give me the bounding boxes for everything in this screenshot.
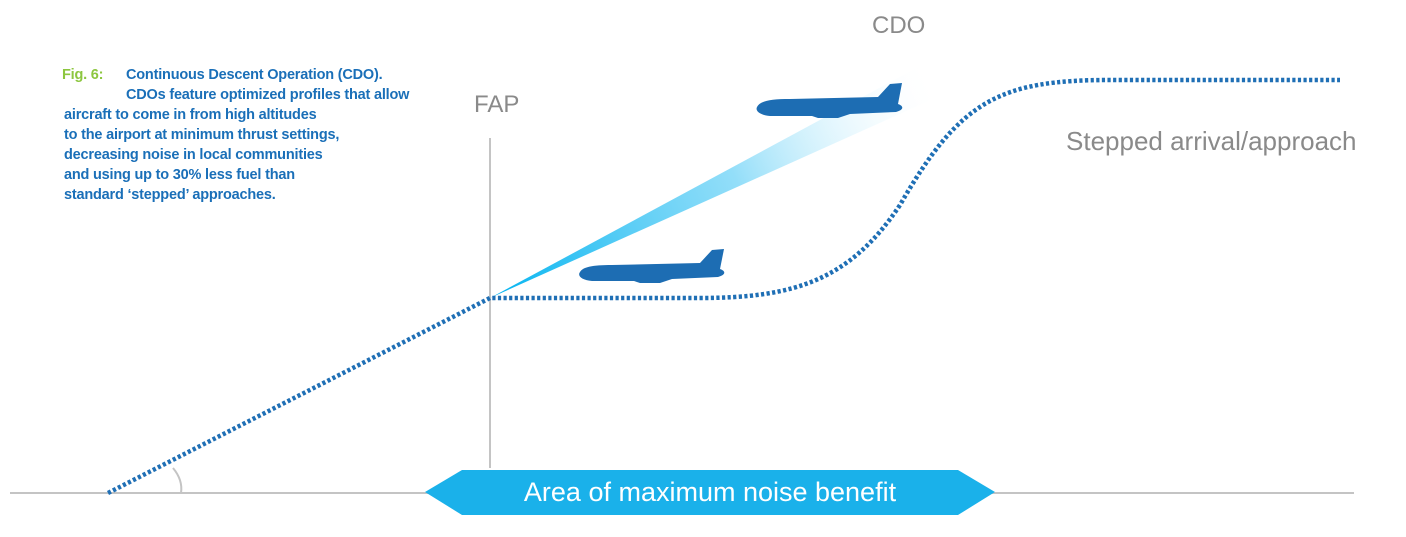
noise-benefit-label: Area of maximum noise benefit: [523, 476, 897, 507]
fap-label: FAP: [474, 91, 520, 118]
figure-caption: Fig. 6:: [62, 65, 442, 85]
caption-line: standard ‘stepped’ approaches.: [64, 187, 276, 203]
caption-text-rest: aircraft to come in from high altitudes …: [64, 105, 339, 205]
descent-angle-arc: [172, 467, 183, 494]
caption-line: decreasing noise in local communities: [64, 147, 323, 163]
caption-line: to the airport at minimum thrust setting…: [64, 127, 340, 143]
caption-line: and using up to 30% less fuel than: [64, 167, 295, 183]
caption-line: CDOs feature optimized profiles that all…: [126, 87, 410, 103]
caption-line: aircraft to come in from high altitudes: [64, 107, 317, 123]
figure-label: Fig. 6:: [62, 67, 104, 83]
aircraft-icon: [579, 249, 725, 283]
cdo-beam: [490, 66, 942, 298]
noise-benefit-band: [425, 470, 995, 515]
caption-line: Continuous Descent Operation (CDO).: [126, 67, 383, 83]
aircraft-icon: [756, 83, 903, 118]
stepped-approach-label: Stepped arrival/approach: [1066, 126, 1357, 156]
caption-text: Continuous Descent Operation (CDO). CDOs…: [126, 65, 409, 105]
cdo-label: CDO: [872, 12, 926, 39]
